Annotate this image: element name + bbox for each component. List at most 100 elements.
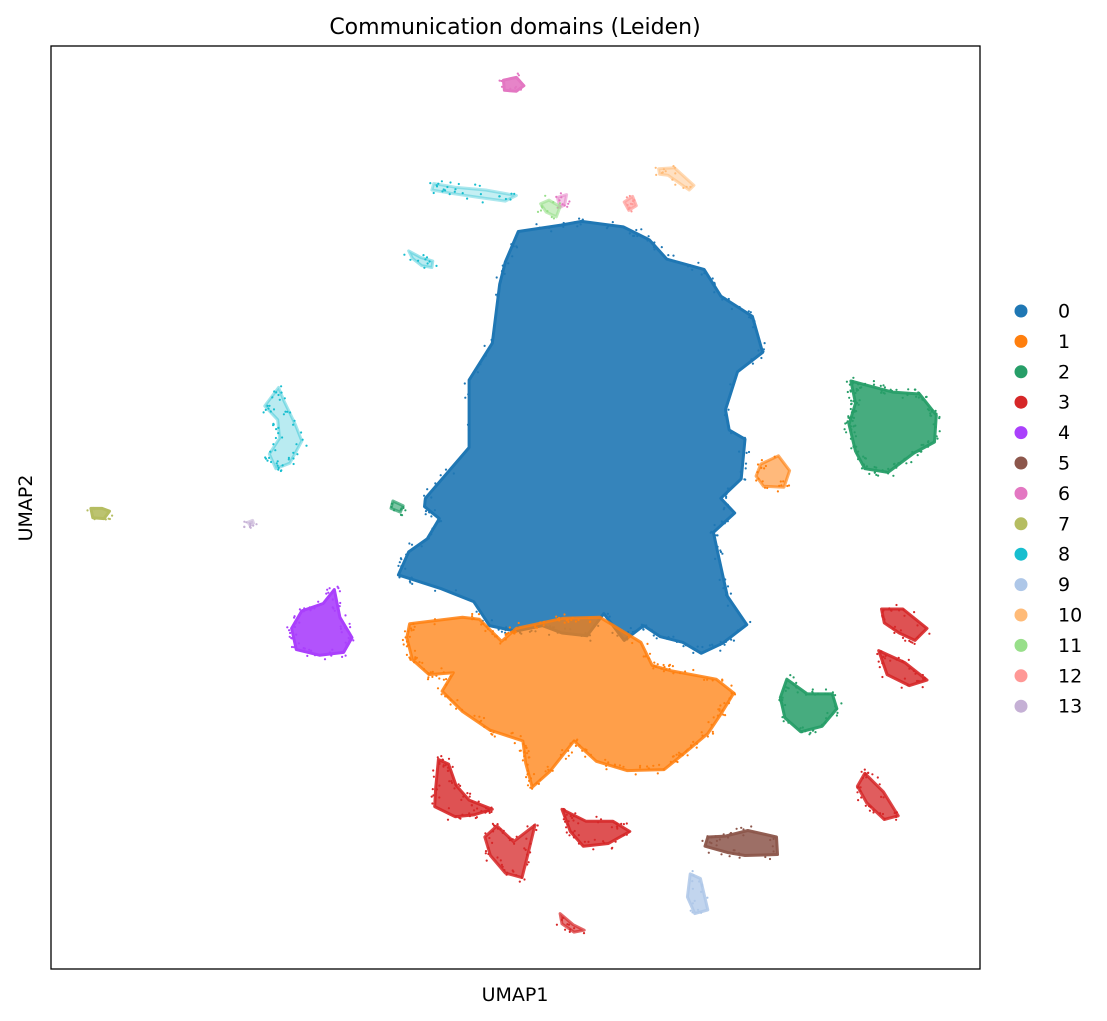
point (266, 459, 269, 462)
point (400, 565, 403, 568)
point (422, 667, 426, 671)
point (898, 609, 901, 612)
point (660, 246, 663, 249)
legend-item-11: 11 (1014, 635, 1082, 657)
point (820, 723, 824, 726)
point (446, 766, 450, 769)
point (327, 591, 330, 594)
point (518, 880, 521, 883)
point (433, 618, 437, 621)
point (569, 742, 572, 745)
point (709, 531, 712, 534)
point (529, 777, 533, 780)
cluster-2-region-4 (778, 674, 843, 736)
point (935, 435, 938, 438)
point (615, 825, 619, 828)
point (480, 719, 483, 722)
point (732, 639, 736, 642)
point (400, 508, 403, 511)
legend-label: 4 (1058, 422, 1070, 444)
point (646, 765, 649, 768)
point (715, 839, 719, 843)
point (884, 654, 887, 658)
point (858, 399, 861, 402)
point (675, 640, 679, 644)
cluster-3-region-11 (855, 768, 900, 821)
point (871, 773, 874, 776)
point (407, 644, 410, 647)
point (713, 283, 716, 286)
point (883, 657, 887, 660)
cluster-4-region-13 (286, 585, 355, 661)
point (461, 813, 464, 816)
point (895, 466, 898, 469)
point (557, 616, 561, 619)
point (579, 223, 582, 226)
point (938, 415, 941, 419)
point (691, 870, 694, 873)
point (492, 830, 495, 833)
point (655, 637, 658, 640)
cluster-12-region-24 (622, 194, 638, 213)
point (845, 421, 849, 424)
point (410, 576, 413, 579)
point (323, 658, 327, 661)
point (888, 607, 891, 610)
cluster-9-body (685, 872, 710, 916)
point (873, 471, 877, 474)
point (490, 619, 493, 622)
point (561, 749, 564, 752)
point (825, 717, 828, 720)
point (691, 887, 695, 890)
point (439, 520, 443, 523)
point (852, 445, 855, 448)
cluster-1-region-2 (754, 454, 792, 493)
point (437, 182, 440, 185)
point (910, 461, 913, 464)
cluster-3-body (855, 771, 900, 821)
point (602, 841, 606, 844)
point (895, 815, 898, 819)
point (453, 190, 456, 193)
point (491, 632, 494, 636)
point (593, 838, 596, 841)
point (718, 562, 721, 565)
point (760, 466, 763, 469)
point (721, 298, 724, 301)
point (411, 582, 414, 586)
point (444, 468, 448, 471)
point (550, 230, 553, 233)
point (900, 686, 903, 689)
point (345, 644, 348, 647)
point (460, 798, 463, 802)
point (674, 183, 677, 186)
point (574, 744, 578, 748)
point (537, 782, 541, 786)
point (539, 778, 542, 781)
point (883, 618, 886, 621)
point (410, 627, 413, 630)
point (660, 171, 664, 174)
point (563, 808, 566, 811)
point (404, 636, 407, 639)
point (730, 432, 733, 435)
point (525, 746, 528, 749)
point (645, 624, 648, 627)
point (738, 305, 741, 309)
point (928, 409, 931, 412)
point (852, 376, 855, 379)
cluster-2-body (778, 677, 839, 734)
point (724, 578, 727, 581)
point (296, 453, 299, 456)
point (857, 799, 860, 802)
point (716, 714, 720, 717)
point (627, 830, 630, 833)
point (281, 464, 284, 467)
point (576, 225, 579, 228)
point (504, 628, 507, 632)
point (653, 664, 656, 668)
point (289, 631, 292, 635)
point (727, 408, 730, 411)
point (339, 627, 342, 630)
point (849, 425, 853, 428)
